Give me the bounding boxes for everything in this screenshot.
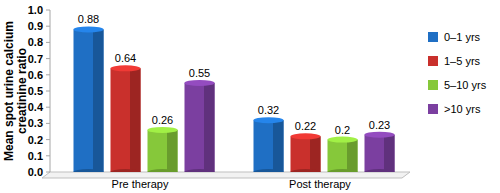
legend-swatch bbox=[428, 32, 438, 42]
bar bbox=[291, 136, 321, 172]
y-tick-label: 0.3 bbox=[28, 117, 43, 129]
bar-base bbox=[254, 169, 284, 172]
data-label: 0.32 bbox=[258, 104, 279, 116]
legend-label: >10 yrs bbox=[444, 103, 481, 115]
data-labels: 0.88 0.64 0.26 0.55 0.32 0.22 0.2 0.23 bbox=[78, 13, 390, 135]
bar-top bbox=[365, 132, 395, 138]
bar bbox=[148, 130, 178, 172]
bar bbox=[74, 29, 104, 172]
bar-top bbox=[254, 117, 284, 123]
bar bbox=[328, 140, 358, 172]
y-axis-label: Mean spot urine calciumcreatinine ratio bbox=[2, 21, 29, 161]
chart: 0.0 0.1 0.2 0.3 0.4 0.5 0.6 0.7 0.8 0.9 1.0 Mean sp… bbox=[0, 0, 500, 193]
bar-top bbox=[291, 133, 321, 139]
bar-base bbox=[185, 169, 215, 172]
y-tick-label: 0.2 bbox=[28, 134, 43, 146]
bar-base bbox=[328, 169, 358, 172]
y-tick bbox=[46, 91, 50, 92]
x-tick-label: Post therapy bbox=[289, 178, 351, 190]
y-tick-label: 0.8 bbox=[28, 36, 43, 48]
bar-shade bbox=[204, 83, 215, 172]
y-tick bbox=[46, 139, 50, 140]
y-tick-label: 0.7 bbox=[28, 53, 43, 65]
bar-shade bbox=[167, 130, 178, 172]
bar bbox=[111, 68, 141, 172]
data-label: 0.2 bbox=[335, 124, 350, 136]
data-label: 0.23 bbox=[369, 119, 390, 131]
data-label: 0.26 bbox=[152, 114, 173, 126]
bar bbox=[185, 83, 215, 172]
bar-base bbox=[291, 169, 321, 172]
y-tick-label: 0.4 bbox=[28, 101, 44, 113]
y-tick-label: 0.6 bbox=[28, 69, 43, 81]
y-label-line: creatinine ratio bbox=[15, 48, 29, 134]
data-label: 0.64 bbox=[115, 52, 136, 64]
bar-shade bbox=[347, 140, 358, 172]
y-tick-label: 0.5 bbox=[28, 85, 43, 97]
x-tick-label: Pre therapy bbox=[112, 178, 169, 190]
bar-top bbox=[328, 137, 358, 143]
y-tick bbox=[46, 10, 50, 11]
y-tick bbox=[46, 42, 50, 43]
bar bbox=[254, 120, 284, 172]
y-tick bbox=[46, 107, 50, 108]
bar-base bbox=[148, 169, 178, 172]
y-tick bbox=[46, 26, 50, 27]
y-label-line: Mean spot urine calcium bbox=[2, 21, 16, 161]
bar bbox=[365, 135, 395, 172]
legend-swatch bbox=[428, 104, 438, 114]
bars bbox=[74, 26, 395, 172]
legend-swatch bbox=[428, 56, 438, 66]
y-tick bbox=[46, 123, 50, 124]
data-label: 0.22 bbox=[295, 120, 316, 132]
bar-base bbox=[111, 169, 141, 172]
y-tick bbox=[46, 58, 50, 59]
legend-label: 5–10 yrs bbox=[444, 79, 487, 91]
bar-base bbox=[365, 169, 395, 172]
bar-top bbox=[74, 26, 104, 32]
bar-top bbox=[148, 127, 178, 133]
y-tick bbox=[46, 155, 50, 156]
bar-shade bbox=[93, 29, 104, 172]
y-tick bbox=[46, 172, 50, 173]
bar-shade bbox=[273, 120, 284, 172]
data-label: 0.55 bbox=[189, 67, 210, 79]
bar-top bbox=[111, 65, 141, 71]
y-tick-label: 1.0 bbox=[28, 4, 43, 16]
y-tick-label: 0.1 bbox=[28, 150, 43, 162]
y-tick bbox=[46, 74, 50, 75]
legend-label: 0–1 yrs bbox=[444, 31, 481, 43]
legend-label: 1–5 yrs bbox=[444, 55, 481, 67]
bar-base bbox=[74, 169, 104, 172]
legend-swatch bbox=[428, 80, 438, 90]
legend: 0–1 yrs 1–5 yrs 5–10 yrs >10 yrs bbox=[428, 31, 487, 115]
y-tick-label: 0.0 bbox=[28, 166, 43, 178]
bar-shade bbox=[310, 136, 321, 172]
bar-top bbox=[185, 80, 215, 86]
data-label: 0.88 bbox=[78, 13, 99, 25]
floor bbox=[42, 172, 410, 178]
y-tick-label: 0.9 bbox=[28, 20, 43, 32]
bar-shade bbox=[130, 68, 141, 172]
bar-shade bbox=[384, 135, 395, 172]
